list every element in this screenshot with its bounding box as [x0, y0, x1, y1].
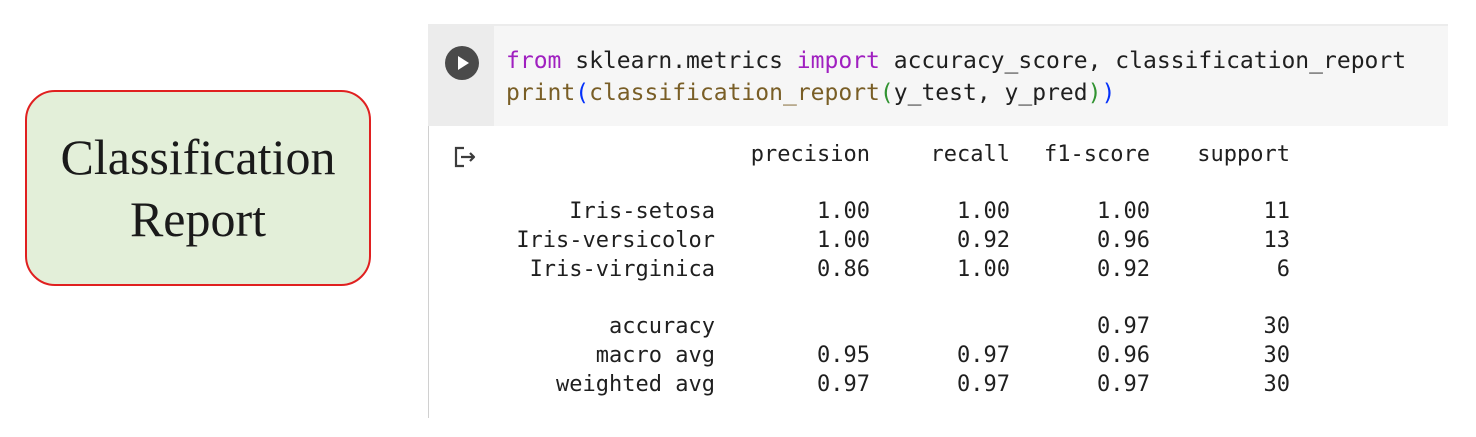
imported-names: accuracy_score, classification_report	[879, 48, 1407, 74]
cell-value: 1.00	[817, 199, 870, 224]
cell-value: 1.00	[957, 257, 1010, 282]
row-label: Iris-setosa	[569, 199, 715, 224]
row-label: Iris-virginica	[529, 257, 715, 282]
code-line-1: from sklearn.metrics import accuracy_sco…	[506, 46, 1406, 76]
column-header: support	[1197, 142, 1290, 167]
cell-value: 0.97	[1097, 372, 1150, 397]
table-row: accuracy 0.97 30	[484, 312, 1384, 341]
cell-value: 0.97	[957, 372, 1010, 397]
row-label: Iris-versicolor	[516, 228, 715, 253]
cell-value: 0.97	[957, 343, 1010, 368]
code-line-2: print(classification_report(y_test, y_pr…	[506, 78, 1115, 108]
inner-paren-close: )	[1087, 80, 1102, 106]
row-label: accuracy	[609, 314, 715, 339]
cell-value: 6	[1276, 257, 1290, 282]
table-row: weighted avg 0.97 0.97 0.97 30	[484, 370, 1384, 399]
cell-value: 30	[1263, 372, 1291, 397]
classification-report-label: Classification Report	[25, 90, 371, 286]
inner-paren-open: (	[879, 80, 894, 106]
cell-value: 1.00	[817, 228, 870, 253]
cell-gutter	[428, 26, 494, 126]
cell-value: 11	[1263, 199, 1291, 224]
keyword-from: from	[506, 48, 562, 74]
cell-value: 0.86	[817, 257, 870, 282]
print-function: print	[506, 80, 576, 106]
cell-value: 30	[1263, 314, 1291, 339]
output-left-border	[428, 126, 429, 418]
table-row: Iris-virginica 0.86 1.00 0.92 6	[484, 255, 1384, 284]
column-header: precision	[750, 142, 870, 167]
cell-value: 0.97	[817, 372, 870, 397]
table-row: Iris-setosa 1.00 1.00 1.00 11	[484, 197, 1384, 226]
output-redirect-icon[interactable]	[452, 144, 478, 170]
paren-close: )	[1101, 80, 1116, 106]
column-header: f1-score	[1044, 142, 1150, 167]
cell-value: 0.95	[817, 343, 870, 368]
module-name: sklearn.metrics	[561, 48, 797, 74]
cell-value: 30	[1263, 343, 1291, 368]
play-icon[interactable]	[445, 46, 479, 80]
column-header: recall	[930, 142, 1010, 167]
cell-top-border	[428, 24, 1448, 26]
notebook-cell: from sklearn.metrics import accuracy_sco…	[428, 24, 1476, 437]
paren-open: (	[575, 80, 590, 106]
row-label: weighted avg	[556, 372, 715, 397]
row-label: macro avg	[595, 343, 715, 368]
table-row: Iris-versicolor 1.00 0.92 0.96 13	[484, 226, 1384, 255]
table-row: macro avg 0.95 0.97 0.96 30	[484, 341, 1384, 370]
keyword-import: import	[796, 48, 880, 74]
call-args: y_test, y_pred	[893, 80, 1088, 106]
classification-report-call: classification_report	[589, 80, 880, 106]
cell-value: 0.96	[1097, 343, 1150, 368]
cell-value: 0.92	[957, 228, 1010, 253]
cell-value: 13	[1263, 228, 1291, 253]
cell-value: 0.97	[1097, 314, 1150, 339]
label-line-2: Report	[129, 191, 267, 247]
code-editor[interactable]: from sklearn.metrics import accuracy_sco…	[494, 26, 1448, 126]
cell-value: 0.96	[1097, 228, 1150, 253]
cell-value: 0.92	[1097, 257, 1150, 282]
label-line-1: Classification	[60, 129, 336, 185]
cell-value: 1.00	[1097, 199, 1150, 224]
header-row: precision recall f1-score support	[484, 140, 1384, 169]
cell-value: 1.00	[957, 199, 1010, 224]
